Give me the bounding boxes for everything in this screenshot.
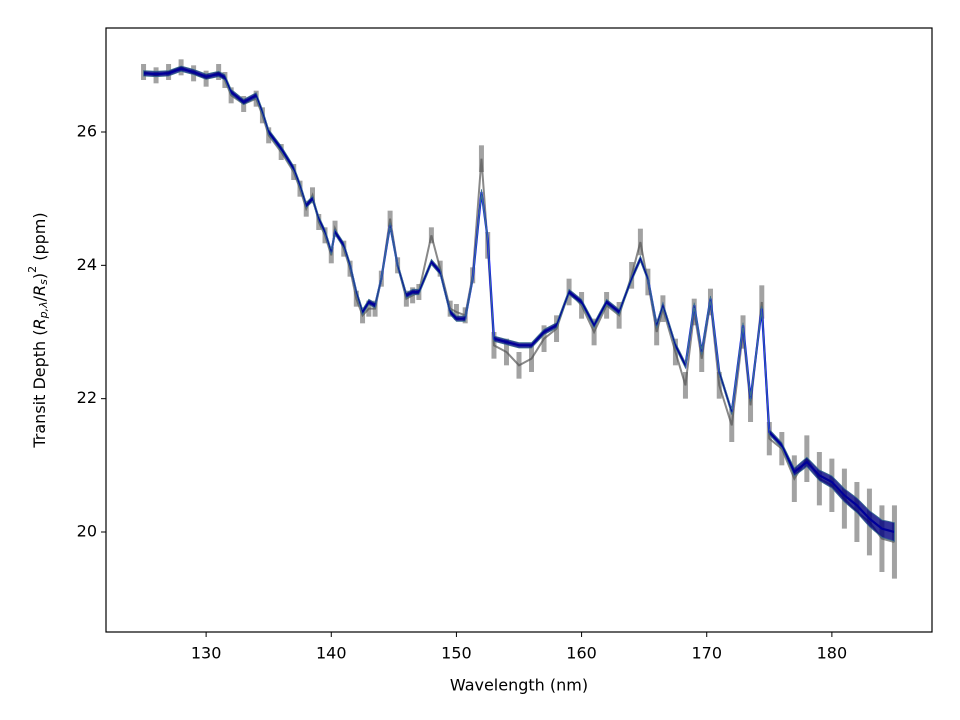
label-part: R — [30, 318, 49, 329]
label-part: R — [30, 285, 49, 296]
label-part: 2 — [26, 266, 39, 273]
y-axis-label: Transit Depth (Rp,λ/Rs)2 (ppm) — [26, 212, 50, 448]
y-tick-label: 26 — [77, 122, 97, 141]
x-tick-label: 180 — [817, 644, 848, 663]
x-axis-label: Wavelength (nm) — [450, 676, 588, 695]
y-tick-label: 20 — [77, 522, 97, 541]
x-tick-label: 170 — [691, 644, 722, 663]
label-part: (ppm) — [30, 212, 49, 265]
x-tick-label: 140 — [316, 644, 347, 663]
x-tick-label: 160 — [566, 644, 597, 663]
label-part: / — [30, 295, 49, 301]
y-tick-label: 22 — [77, 388, 97, 407]
label-part: Transit Depth ( — [30, 329, 49, 448]
label-part: ) — [30, 273, 49, 279]
plot-frame — [105, 27, 933, 633]
y-tick-label: 24 — [77, 255, 97, 274]
label-part: p,λ — [37, 301, 50, 319]
data-line — [143, 66, 895, 543]
model-band — [143, 65, 895, 542]
x-tick-label: 130 — [191, 644, 222, 663]
x-tick-label: 150 — [441, 644, 472, 663]
label-part: s — [37, 279, 50, 285]
